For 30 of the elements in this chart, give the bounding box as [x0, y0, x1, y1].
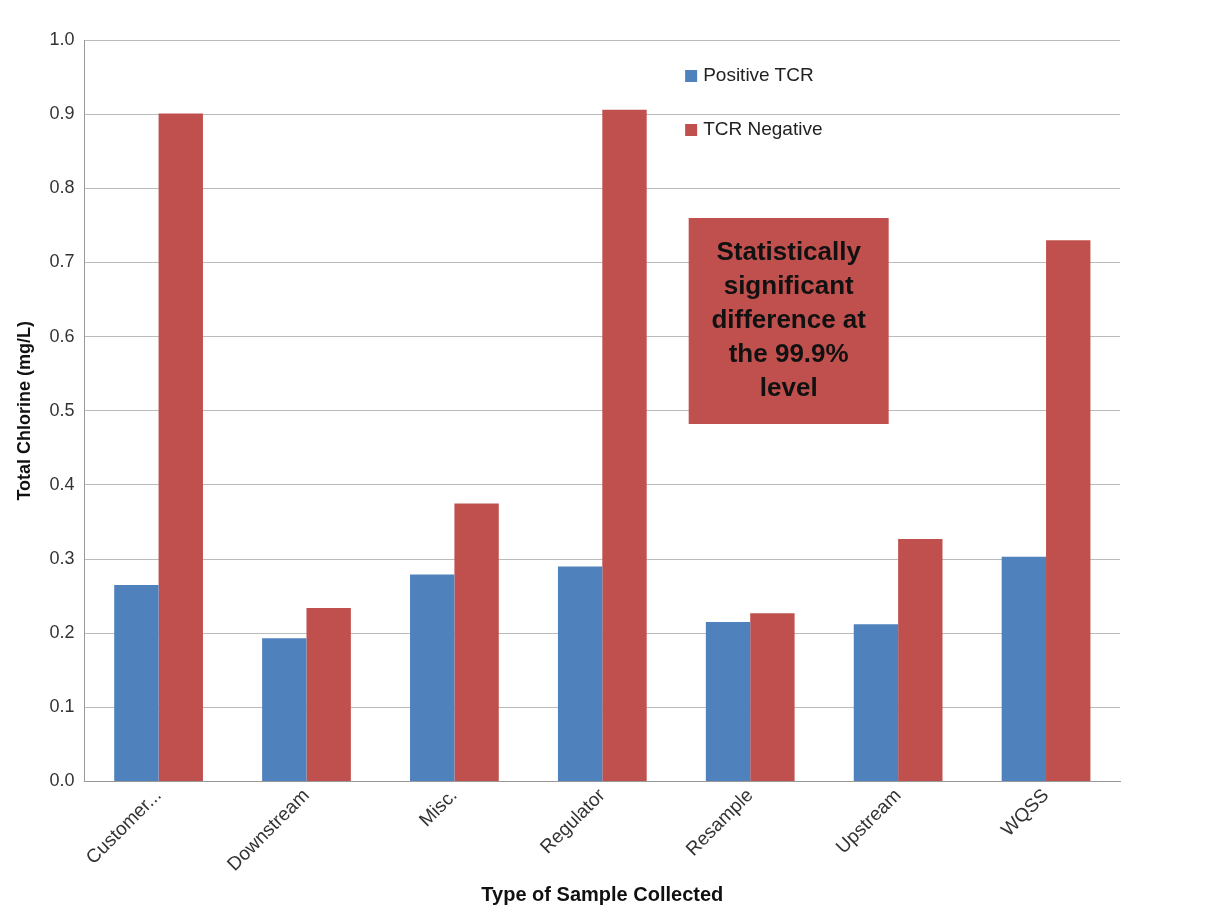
y-tick-label: 0.5 [49, 399, 75, 420]
y-tick-label: 0.6 [49, 325, 75, 346]
bar [454, 503, 499, 781]
bar [557, 566, 603, 781]
legend-label: Positive TCR [703, 64, 814, 86]
bar [853, 624, 899, 781]
bar [158, 113, 203, 781]
legend-label: TCR Negative [703, 118, 823, 140]
bar [1046, 240, 1091, 781]
y-tick-label: 0.9 [49, 103, 75, 124]
y-tick-label: 0.7 [49, 251, 75, 272]
y-tick-label: 0.0 [49, 770, 75, 791]
y-tick-label: 0.3 [49, 548, 75, 568]
y-axis-title: Total Chlorine (mg/L) [13, 320, 34, 501]
bar [114, 584, 159, 781]
y-tick-label: 0.2 [49, 622, 75, 643]
bar [602, 109, 647, 781]
y-tick-label: 0.1 [49, 696, 75, 717]
x-axis-title: Type of Sample Collected [481, 882, 724, 905]
bar [705, 622, 751, 781]
bar [410, 574, 455, 781]
y-tick-label: 0.8 [49, 177, 75, 198]
bar [1001, 556, 1047, 781]
y-tick-label: 1.0 [49, 28, 75, 49]
bar [750, 613, 795, 781]
bar [898, 539, 943, 781]
bar [262, 638, 307, 781]
y-tick-label: 0.4 [49, 473, 75, 494]
annotation: Statistically significant difference at the 99.9% level [711, 236, 867, 403]
bar [306, 607, 351, 781]
